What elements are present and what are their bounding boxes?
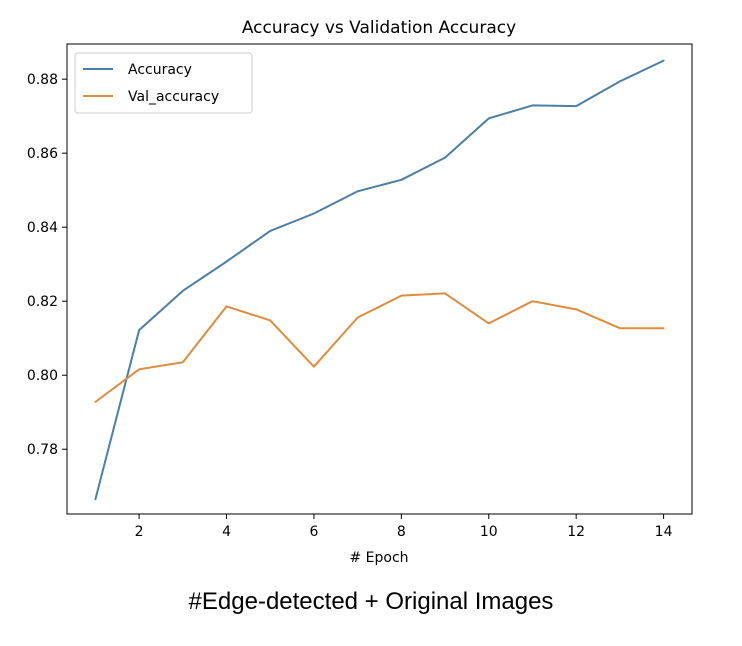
legend-label: Val_accuracy bbox=[128, 89, 219, 105]
series-line-accuracy bbox=[94, 59, 665, 501]
y-tick-label: 0.88 bbox=[27, 72, 58, 88]
plot-area-frame bbox=[66, 43, 693, 515]
x-axis-label: # Epoch bbox=[349, 550, 408, 566]
series-lines bbox=[94, 59, 665, 501]
legend-label: Accuracy bbox=[128, 62, 192, 78]
y-tick-label: 0.78 bbox=[27, 442, 58, 458]
y-tick-label: 0.84 bbox=[27, 220, 58, 236]
x-tick-label: 6 bbox=[309, 524, 318, 540]
x-tick-label: 10 bbox=[480, 524, 498, 540]
x-tick-label: 14 bbox=[655, 524, 673, 540]
x-tick-label: 8 bbox=[397, 524, 406, 540]
x-axis: 2 4 6 8 10 12 14 bbox=[135, 514, 673, 540]
x-tick-label: 4 bbox=[222, 524, 231, 540]
y-tick-label: 0.80 bbox=[27, 368, 58, 384]
legend-box bbox=[74, 52, 253, 114]
x-tick-label: 12 bbox=[567, 524, 585, 540]
y-tick-label: 0.86 bbox=[27, 146, 58, 162]
chart: Accuracy vs Validation Accuracy 0.78 0.80… bbox=[27, 18, 693, 566]
figure-caption: #Edge-detected + Original Images bbox=[188, 588, 554, 615]
y-axis: 0.78 0.80 0.82 0.84 0.86 0.88 bbox=[27, 72, 67, 458]
series-line-val-accuracy bbox=[94, 292, 665, 403]
legend: Accuracy Val_accuracy bbox=[74, 52, 253, 114]
chart-title: Accuracy vs Validation Accuracy bbox=[242, 18, 516, 38]
x-tick-label: 2 bbox=[135, 524, 144, 540]
y-tick-label: 0.82 bbox=[27, 294, 58, 310]
